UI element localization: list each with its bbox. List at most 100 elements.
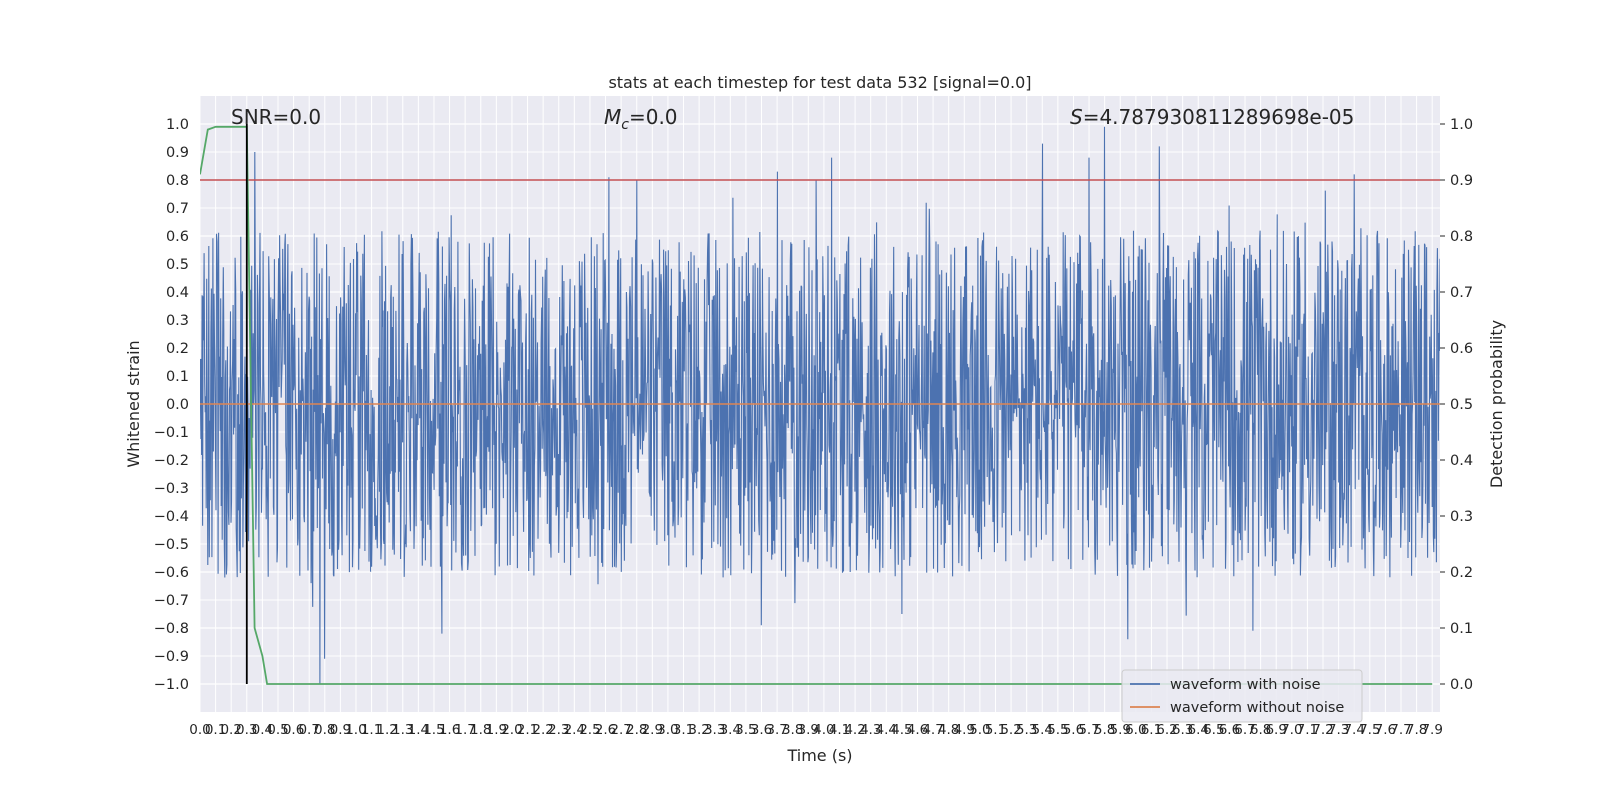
- x-tick-label: 7.6: [1375, 722, 1396, 738]
- x-tick-label: 4.7: [922, 722, 943, 738]
- x-tick-label: 3.4: [720, 722, 741, 738]
- snr-annotation: SNR=0.0: [231, 105, 321, 129]
- x-tick-label: 5.4: [1032, 722, 1053, 738]
- y-tick-label: 0.4: [166, 285, 189, 301]
- x-tick-label: 5.0: [969, 722, 990, 738]
- x-tick-label: 7.5: [1359, 722, 1380, 738]
- y-tick-label: −1.0: [154, 677, 189, 693]
- x-tick-label: 0.2: [220, 722, 241, 738]
- x-tick-label: 1.3: [392, 722, 413, 738]
- x-tick-label: 3.3: [704, 722, 725, 738]
- waveform-with-noise-line: [200, 126, 1440, 685]
- x-tick-label: 4.5: [891, 722, 912, 738]
- right-y-tick-label: 0.7: [1450, 285, 1473, 301]
- right-y-tick-label: 0.3: [1450, 509, 1473, 525]
- x-tick-labels: 0.00.10.20.30.40.50.60.70.80.91.01.11.21…: [189, 722, 1443, 738]
- x-tick-label: 4.4: [876, 722, 897, 738]
- x-tick-label: 2.9: [642, 722, 663, 738]
- x-tick-label: 7.4: [1343, 722, 1364, 738]
- x-tick-label: 0.1: [205, 722, 226, 738]
- y-tick-label: 0.2: [166, 341, 189, 357]
- x-tick-label: 2.1: [517, 722, 538, 738]
- x-tick-label: 4.3: [860, 722, 881, 738]
- x-tick-label: 1.8: [470, 722, 491, 738]
- s-symbol: S: [1070, 105, 1083, 129]
- right-y-tick-label: 0.2: [1450, 565, 1473, 581]
- x-tick-label: 4.2: [844, 722, 865, 738]
- x-tick-label: 7.9: [1421, 722, 1442, 738]
- right-y-axis-label: Detection probability: [1487, 320, 1506, 488]
- x-tick-label: 3.9: [798, 722, 819, 738]
- x-tick-label: 7.3: [1328, 722, 1349, 738]
- s-value: =4.787930811289698e-05: [1083, 105, 1355, 129]
- x-tick-label: 1.4: [408, 722, 429, 738]
- x-axis-label: Time (s): [786, 746, 852, 765]
- x-tick-label: 4.8: [938, 722, 959, 738]
- x-tick-label: 5.5: [1047, 722, 1068, 738]
- x-tick-label: 2.4: [564, 722, 585, 738]
- y-axis-label: Whitened strain: [124, 340, 143, 467]
- x-tick-label: 5.2: [1000, 722, 1021, 738]
- x-tick-label: 1.7: [454, 722, 475, 738]
- y-tick-label: −0.4: [154, 509, 189, 525]
- y-tick-label: 0.1: [166, 369, 189, 385]
- x-tick-label: 6.5: [1203, 722, 1224, 738]
- chirp-mass-subscript: c: [621, 117, 629, 133]
- x-tick-label: 1.6: [439, 722, 460, 738]
- x-tick-label: 6.6: [1219, 722, 1240, 738]
- y-tick-label: 1.0: [166, 117, 189, 133]
- x-tick-label: 0.9: [330, 722, 351, 738]
- right-y-tick-label: 0.1: [1450, 621, 1473, 637]
- x-tick-label: 2.3: [548, 722, 569, 738]
- legend-label-waveform-with-noise: waveform with noise: [1170, 677, 1321, 693]
- x-tick-label: 2.6: [595, 722, 616, 738]
- x-tick-label: 1.2: [376, 722, 397, 738]
- y-tick-label: −0.7: [154, 593, 189, 609]
- x-tick-label: 4.0: [813, 722, 834, 738]
- y-tick-label: −0.8: [154, 621, 189, 637]
- y-tick-label: −0.1: [154, 425, 189, 441]
- right-y-tick-label: 1.0: [1450, 117, 1473, 133]
- x-tick-label: 0.7: [298, 722, 319, 738]
- right-y-tick-label: 0.0: [1450, 677, 1473, 693]
- right-y-tick-label: 0.9: [1450, 173, 1473, 189]
- x-tick-label: 0.6: [283, 722, 304, 738]
- right-y-tick-label: 0.5: [1450, 397, 1473, 413]
- x-tick-label: 4.6: [907, 722, 928, 738]
- y-tick-label: −0.9: [154, 649, 189, 665]
- x-tick-label: 5.9: [1110, 722, 1131, 738]
- x-tick-label: 0.0: [189, 722, 210, 738]
- x-tick-label: 3.6: [751, 722, 772, 738]
- detection-probability-line: [200, 125, 1433, 685]
- x-tick-label: 7.1: [1297, 722, 1318, 738]
- x-tick-label: 6.8: [1250, 722, 1271, 738]
- s-annotation: S=4.787930811289698e-05: [1070, 105, 1354, 129]
- right-y-tick-label: 0.4: [1450, 453, 1473, 469]
- right-y-tick-label: 0.6: [1450, 341, 1473, 357]
- x-tick-label: 1.9: [486, 722, 507, 738]
- left-y-tick-labels: −1.0 −0.9 −0.8 −0.7 −0.6 −0.5 −0.4 −0.3 −0.2 −0.1…: [154, 117, 189, 693]
- x-tick-label: 5.6: [1063, 722, 1084, 738]
- x-tick-label: 7.0: [1281, 722, 1302, 738]
- x-tick-label: 1.1: [361, 722, 382, 738]
- y-tick-label: 0.9: [166, 145, 189, 161]
- x-tick-label: 2.7: [610, 722, 631, 738]
- x-tick-label: 2.5: [579, 722, 600, 738]
- y-tick-label: 0.7: [166, 201, 189, 217]
- right-y-tick-label: 0.8: [1450, 229, 1473, 245]
- x-tick-label: 0.4: [252, 722, 273, 738]
- y-tick-label: −0.6: [154, 565, 189, 581]
- x-tick-label: 5.7: [1078, 722, 1099, 738]
- x-tick-label: 5.8: [1094, 722, 1115, 738]
- y-tick-label: 0.6: [166, 229, 189, 245]
- x-tick-label: 6.1: [1141, 722, 1162, 738]
- chart-title: stats at each timestep for test data 532…: [608, 73, 1031, 92]
- x-tick-label: 6.3: [1172, 722, 1193, 738]
- right-y-tick-labels: 0.0 0.1 0.2 0.3 0.4 0.5 0.6 0.7 0.8 0.9 1.0: [1440, 117, 1473, 693]
- x-tick-label: 3.1: [673, 722, 694, 738]
- x-tick-label: 3.2: [688, 722, 709, 738]
- y-tick-label: 0.0: [166, 397, 189, 413]
- x-tick-label: 1.5: [423, 722, 444, 738]
- y-tick-label: 0.3: [166, 313, 189, 329]
